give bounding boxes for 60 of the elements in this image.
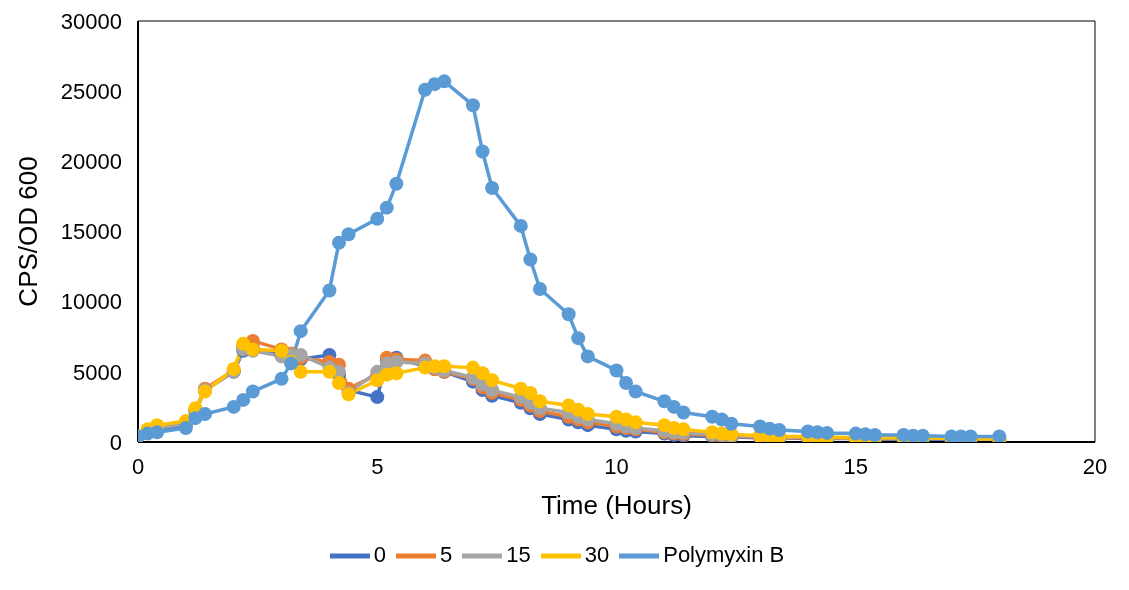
point	[485, 181, 500, 195]
x-tick-label: 0	[131, 453, 145, 479]
point	[322, 283, 337, 298]
y-tick-label: 0	[109, 429, 122, 455]
point	[293, 364, 308, 379]
point	[571, 331, 586, 346]
point	[580, 406, 595, 421]
point	[628, 384, 643, 399]
point	[197, 406, 212, 421]
x-tick-label: 10	[604, 453, 629, 479]
point	[341, 227, 356, 242]
legend-label: 0	[373, 541, 386, 567]
point	[389, 366, 404, 381]
point	[561, 307, 576, 322]
point	[475, 366, 490, 381]
point	[465, 98, 480, 113]
point	[628, 415, 643, 430]
y-tick-label: 10000	[60, 289, 122, 315]
point	[322, 364, 337, 379]
point	[370, 390, 385, 405]
x-tick-label: 20	[1082, 453, 1108, 479]
y-axis-title: CPS/OD 600	[13, 156, 44, 307]
point	[475, 144, 490, 159]
legend-label: 30	[584, 541, 610, 567]
point	[820, 425, 835, 440]
point	[274, 371, 289, 386]
point	[389, 176, 404, 191]
point	[523, 385, 538, 400]
point	[532, 394, 547, 409]
point	[437, 74, 452, 89]
x-tick-label: 5	[371, 453, 384, 479]
point	[331, 376, 346, 391]
legend-label: 5	[439, 541, 453, 567]
point	[226, 399, 241, 414]
point	[485, 373, 500, 388]
y-tick-label: 5000	[73, 359, 122, 385]
point	[245, 384, 260, 399]
point	[580, 349, 595, 364]
point	[532, 282, 547, 297]
point	[379, 200, 394, 215]
point	[609, 363, 624, 378]
y-tick-label: 25000	[60, 78, 122, 104]
point	[236, 392, 251, 407]
x-tick-label: 15	[843, 453, 868, 479]
point	[523, 252, 538, 267]
point	[619, 376, 634, 391]
point	[724, 416, 739, 431]
point	[513, 218, 528, 233]
y-tick-label: 30000	[60, 8, 122, 34]
point	[370, 211, 385, 226]
point	[437, 359, 452, 374]
x-axis-title: Time (Hours)	[541, 490, 692, 520]
point	[772, 423, 787, 438]
y-tick-label: 20000	[60, 149, 122, 175]
point	[676, 405, 691, 420]
y-tick-label: 15000	[60, 219, 122, 245]
point	[293, 324, 308, 339]
legend-label: Polymyxin B	[663, 541, 785, 567]
point	[331, 235, 346, 250]
legend-label: 15	[506, 541, 531, 567]
